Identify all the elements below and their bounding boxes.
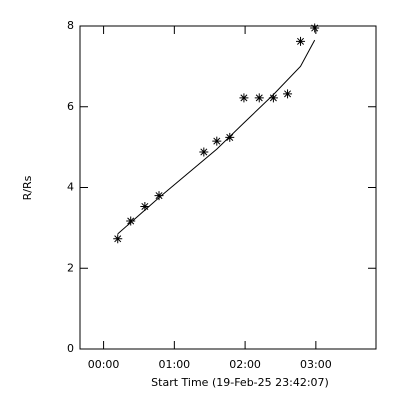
data-point — [268, 93, 278, 103]
data-point — [212, 136, 222, 146]
y-tick-label: 4 — [67, 181, 74, 194]
data-point — [154, 191, 164, 201]
data-point — [199, 147, 209, 157]
x-tick-label: 03:00 — [300, 358, 332, 371]
data-point — [225, 132, 235, 142]
x-tick-label: 02:00 — [229, 358, 261, 371]
y-tick-label: 6 — [67, 100, 74, 113]
data-point — [254, 93, 264, 103]
y-tick-label: 2 — [67, 261, 74, 274]
y-tick-label: 0 — [67, 342, 74, 355]
data-point — [310, 23, 320, 33]
plot-frame — [79, 25, 377, 350]
data-point — [140, 201, 150, 211]
x-axis-label: Start Time (19-Feb-25 23:42:07) — [151, 376, 329, 389]
data-point — [126, 216, 136, 226]
y-axis-label: R/Rs — [21, 175, 34, 200]
data-point — [239, 93, 249, 103]
y-tick-label: 8 — [67, 19, 74, 32]
data-point — [113, 234, 123, 244]
data-point — [296, 36, 306, 46]
x-tick-label: 00:00 — [88, 358, 120, 371]
x-tick-label: 01:00 — [158, 358, 190, 371]
data-point — [283, 89, 293, 99]
fit-line — [117, 39, 316, 235]
